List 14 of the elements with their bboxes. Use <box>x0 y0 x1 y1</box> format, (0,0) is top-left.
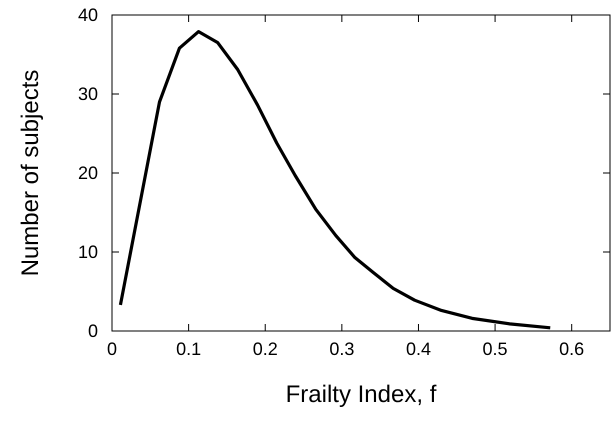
x-tick-label: 0.2 <box>252 339 278 359</box>
x-tick-label: 0.1 <box>176 339 202 359</box>
y-tick-label: 40 <box>78 5 98 25</box>
y-axis-title: Number of subjects <box>17 70 44 276</box>
x-tick-label: 0.5 <box>482 339 508 359</box>
y-tick-label: 10 <box>78 242 98 262</box>
y-tick-label: 0 <box>88 321 98 341</box>
x-tick-label: 0 <box>106 339 118 359</box>
y-tick-label: 30 <box>78 84 98 104</box>
x-tick-label: 0.6 <box>559 339 584 359</box>
x-tick-label: 0.4 <box>406 339 431 359</box>
x-axis-title: Frailty Index, f <box>286 381 437 408</box>
x-tick-label: 0.3 <box>329 339 354 359</box>
y-tick-label: 20 <box>78 163 98 183</box>
